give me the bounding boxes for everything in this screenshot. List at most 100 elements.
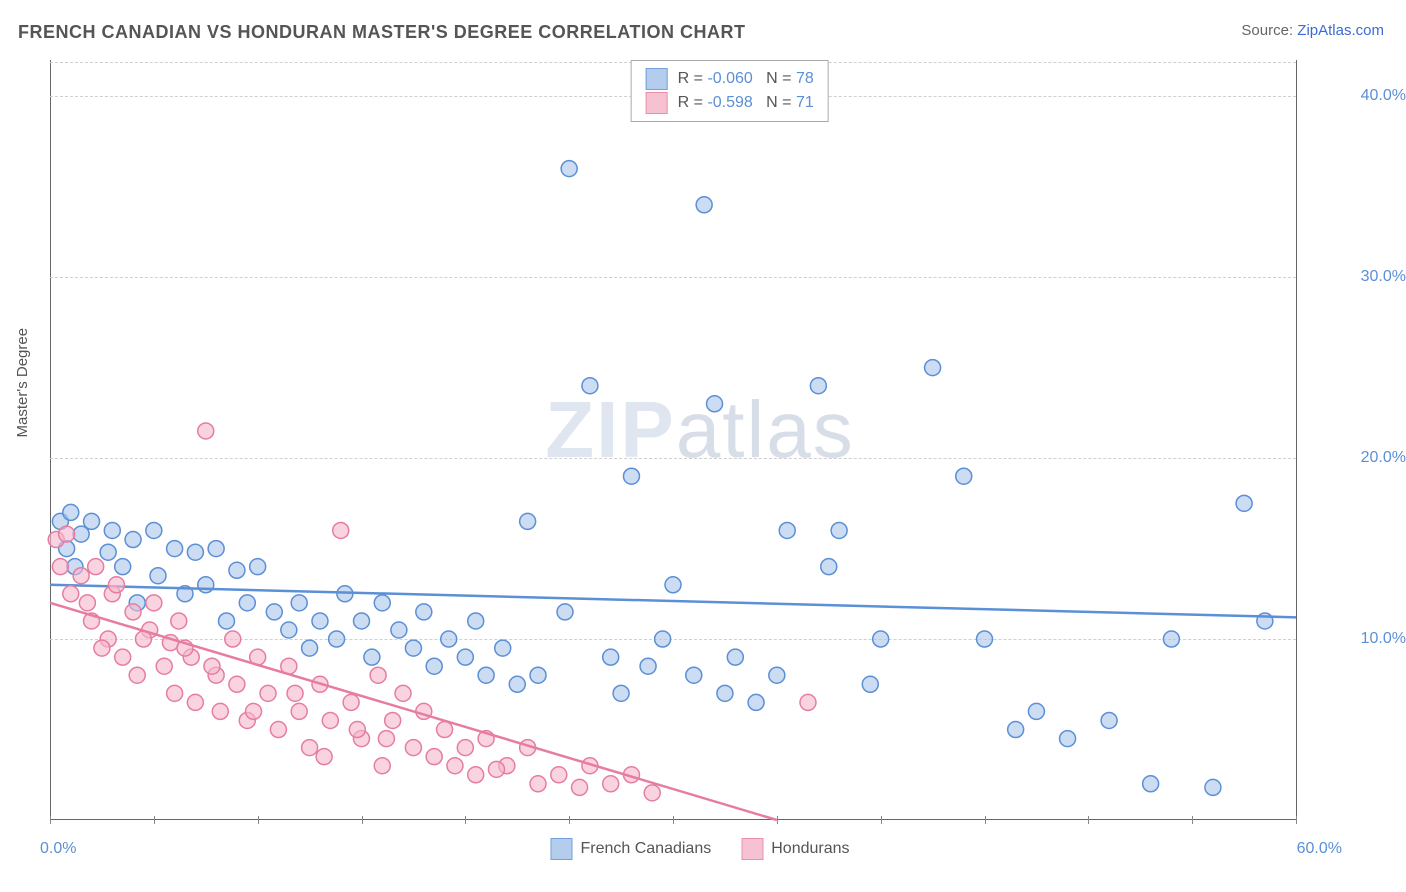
legend-swatch xyxy=(646,92,668,114)
data-point xyxy=(530,667,546,683)
data-point xyxy=(395,685,411,701)
series-legend-item: French Canadians xyxy=(550,838,711,860)
legend-row: R = -0.598 N = 71 xyxy=(646,91,814,115)
data-point xyxy=(1236,495,1252,511)
data-point xyxy=(956,468,972,484)
data-point xyxy=(63,504,79,520)
data-point xyxy=(478,667,494,683)
data-point xyxy=(1008,722,1024,738)
data-point xyxy=(457,740,473,756)
data-point xyxy=(146,522,162,538)
data-point xyxy=(322,712,338,728)
data-point xyxy=(104,522,120,538)
correlation-legend: R = -0.060 N = 78R = -0.598 N = 71 xyxy=(631,60,829,122)
data-point xyxy=(1101,712,1117,728)
data-point xyxy=(208,541,224,557)
source-label: Source: ZipAtlas.com xyxy=(1241,22,1384,39)
data-point xyxy=(748,694,764,710)
data-point xyxy=(696,197,712,213)
data-point xyxy=(520,513,536,529)
data-point xyxy=(707,396,723,412)
data-point xyxy=(831,522,847,538)
data-point xyxy=(800,694,816,710)
source-link[interactable]: ZipAtlas.com xyxy=(1297,22,1384,39)
data-point xyxy=(260,685,276,701)
data-point xyxy=(94,640,110,656)
data-point xyxy=(167,541,183,557)
data-point xyxy=(291,595,307,611)
data-point xyxy=(769,667,785,683)
data-point xyxy=(468,613,484,629)
data-point xyxy=(530,776,546,792)
data-point xyxy=(468,767,484,783)
data-point xyxy=(349,722,365,738)
series-legend: French Canadians Hondurans xyxy=(550,838,849,860)
data-point xyxy=(250,559,266,575)
data-point xyxy=(551,767,567,783)
data-point xyxy=(239,595,255,611)
data-point xyxy=(198,423,214,439)
data-point xyxy=(229,562,245,578)
data-point xyxy=(156,658,172,674)
data-point xyxy=(655,631,671,647)
data-point xyxy=(821,559,837,575)
data-point xyxy=(623,468,639,484)
data-point xyxy=(1060,731,1076,747)
data-point xyxy=(509,676,525,692)
data-point xyxy=(225,631,241,647)
data-point xyxy=(426,749,442,765)
data-point xyxy=(364,649,380,665)
source-prefix: Source: xyxy=(1241,22,1297,39)
data-point xyxy=(129,667,145,683)
series-legend-item: Hondurans xyxy=(741,838,849,860)
data-point xyxy=(370,667,386,683)
data-point xyxy=(572,779,588,795)
data-point xyxy=(343,694,359,710)
data-point xyxy=(88,559,104,575)
legend-swatch xyxy=(741,838,763,860)
series-legend-label: Hondurans xyxy=(771,840,849,858)
data-point xyxy=(717,685,733,701)
data-point xyxy=(187,544,203,560)
data-point xyxy=(229,676,245,692)
data-point xyxy=(150,568,166,584)
data-point xyxy=(603,649,619,665)
data-point xyxy=(374,758,390,774)
data-point xyxy=(84,513,100,529)
data-point xyxy=(977,631,993,647)
data-point xyxy=(219,613,235,629)
y-axis-label: Master's Degree xyxy=(14,328,31,438)
chart-container: FRENCH CANADIAN VS HONDURAN MASTER'S DEG… xyxy=(0,0,1406,892)
data-point xyxy=(640,658,656,674)
data-point xyxy=(447,758,463,774)
data-point xyxy=(391,622,407,638)
data-point xyxy=(405,640,421,656)
series-legend-label: French Canadians xyxy=(580,840,711,858)
data-point xyxy=(488,761,504,777)
data-point xyxy=(354,613,370,629)
y-tick-label: 10.0% xyxy=(1361,630,1406,648)
data-point xyxy=(59,526,75,542)
data-point xyxy=(1143,776,1159,792)
data-point xyxy=(287,685,303,701)
data-point xyxy=(1163,631,1179,647)
data-point xyxy=(333,522,349,538)
data-point xyxy=(405,740,421,756)
x-tick-min: 0.0% xyxy=(40,840,76,858)
data-point xyxy=(79,595,95,611)
data-point xyxy=(125,604,141,620)
data-point xyxy=(1028,703,1044,719)
data-point xyxy=(198,577,214,593)
data-point xyxy=(52,559,68,575)
data-point xyxy=(426,658,442,674)
data-point xyxy=(1205,779,1221,795)
data-point xyxy=(810,378,826,394)
data-point xyxy=(727,649,743,665)
data-point xyxy=(582,378,598,394)
data-point xyxy=(281,622,297,638)
x-tick-max: 60.0% xyxy=(1297,840,1342,858)
chart-title: FRENCH CANADIAN VS HONDURAN MASTER'S DEG… xyxy=(18,22,745,43)
data-point xyxy=(246,703,262,719)
data-point xyxy=(437,722,453,738)
data-point xyxy=(266,604,282,620)
